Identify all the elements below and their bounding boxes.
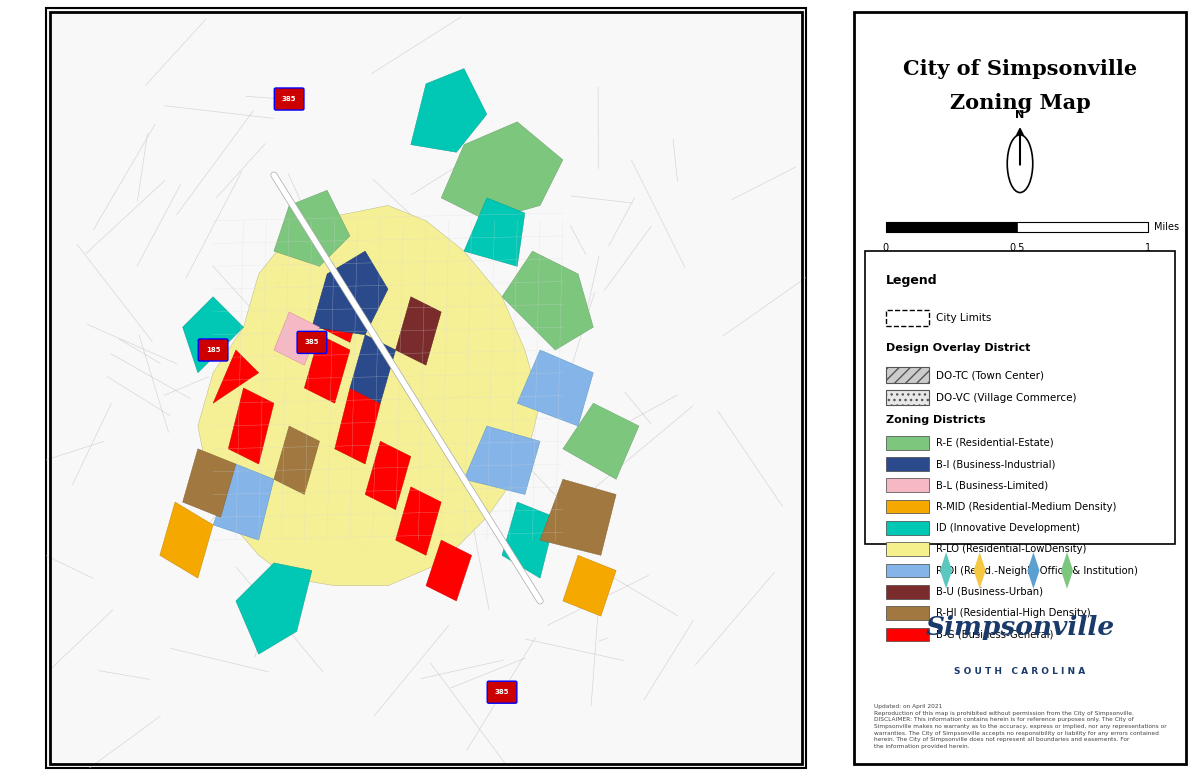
Polygon shape [305, 334, 350, 404]
Text: 0.5: 0.5 [1009, 243, 1025, 253]
Polygon shape [274, 190, 350, 266]
Polygon shape [1027, 553, 1039, 589]
Polygon shape [396, 296, 442, 365]
Polygon shape [182, 296, 244, 372]
Polygon shape [540, 480, 616, 556]
Polygon shape [396, 487, 442, 556]
Text: DO-TC (Town Center): DO-TC (Town Center) [936, 370, 1044, 380]
Text: 185: 185 [206, 347, 221, 353]
Polygon shape [274, 426, 319, 494]
Text: R-OI (Resid.-Neighb. Office & Institution): R-OI (Resid.-Neighb. Office & Institutio… [936, 566, 1138, 576]
Polygon shape [160, 502, 214, 578]
Polygon shape [502, 251, 593, 350]
Bar [886, 310, 929, 326]
Bar [886, 563, 929, 577]
Text: 0: 0 [882, 243, 889, 253]
Text: 385: 385 [282, 96, 296, 102]
Text: City Limits: City Limits [936, 313, 991, 323]
Bar [886, 500, 929, 514]
Polygon shape [350, 334, 396, 404]
Polygon shape [464, 198, 524, 266]
Polygon shape [214, 350, 259, 404]
Polygon shape [502, 502, 556, 578]
Text: Zoning Map: Zoning Map [949, 93, 1091, 113]
Text: N: N [1015, 109, 1025, 120]
FancyBboxPatch shape [275, 88, 304, 110]
Text: Zoning Districts: Zoning Districts [886, 415, 985, 425]
Text: 385: 385 [305, 339, 319, 345]
Polygon shape [410, 68, 487, 152]
Polygon shape [1061, 553, 1073, 589]
Text: DO-VC (Village Commerce): DO-VC (Village Commerce) [936, 393, 1076, 403]
Text: R-E (Residential-Estate): R-E (Residential-Estate) [936, 438, 1054, 448]
Polygon shape [274, 312, 319, 365]
Polygon shape [365, 442, 410, 510]
Text: R-LO (Residential-LowDensity): R-LO (Residential-LowDensity) [936, 544, 1086, 554]
FancyBboxPatch shape [487, 681, 517, 703]
Bar [886, 457, 929, 471]
Bar [886, 390, 929, 406]
Text: Design Overlay District: Design Overlay District [886, 343, 1030, 353]
Bar [886, 436, 929, 449]
Text: B-I (Business-Industrial): B-I (Business-Industrial) [936, 459, 1055, 469]
Bar [886, 222, 1016, 232]
Polygon shape [228, 388, 274, 464]
Polygon shape [442, 122, 563, 220]
Text: Simpsonville: Simpsonville [925, 615, 1115, 640]
Bar [886, 542, 929, 556]
Text: B-G (Business-General): B-G (Business-General) [936, 629, 1054, 639]
Bar [886, 585, 929, 598]
FancyBboxPatch shape [198, 339, 228, 361]
Polygon shape [563, 404, 638, 480]
Text: Legend: Legend [886, 274, 937, 287]
Text: S O U T H   C A R O L I N A: S O U T H C A R O L I N A [954, 667, 1086, 676]
Text: Updated: on April 2021
Reproduction of this map is prohibited without permission: Updated: on April 2021 Reproduction of t… [874, 704, 1166, 749]
FancyBboxPatch shape [298, 331, 326, 353]
Text: City of Simpsonville: City of Simpsonville [902, 59, 1138, 78]
Text: 385: 385 [494, 689, 509, 695]
Polygon shape [198, 206, 540, 586]
Polygon shape [335, 388, 380, 464]
Polygon shape [940, 553, 952, 589]
Bar [886, 628, 929, 641]
Bar [886, 606, 929, 620]
Text: Miles: Miles [1154, 222, 1180, 232]
Polygon shape [973, 553, 985, 589]
Polygon shape [214, 464, 274, 540]
Text: B-U (Business-Urban): B-U (Business-Urban) [936, 587, 1043, 597]
Bar [886, 479, 929, 492]
Text: ID (Innovative Development): ID (Innovative Development) [936, 523, 1080, 533]
Text: R-HI (Residential-High Density): R-HI (Residential-High Density) [936, 608, 1091, 618]
Polygon shape [236, 563, 312, 654]
Text: 1: 1 [1145, 243, 1151, 253]
Bar [886, 521, 929, 535]
Polygon shape [182, 449, 236, 518]
Polygon shape [517, 350, 593, 426]
Bar [865, 251, 1175, 544]
Polygon shape [563, 556, 616, 616]
Text: B-L (Business-Limited): B-L (Business-Limited) [936, 480, 1048, 490]
Text: R-MID (Residential-Medium Density): R-MID (Residential-Medium Density) [936, 501, 1116, 511]
Bar [886, 368, 929, 383]
Bar [1016, 222, 1147, 232]
Polygon shape [464, 426, 540, 494]
Polygon shape [319, 274, 365, 342]
Polygon shape [426, 540, 472, 601]
Bar [886, 222, 1147, 232]
Polygon shape [312, 251, 388, 334]
